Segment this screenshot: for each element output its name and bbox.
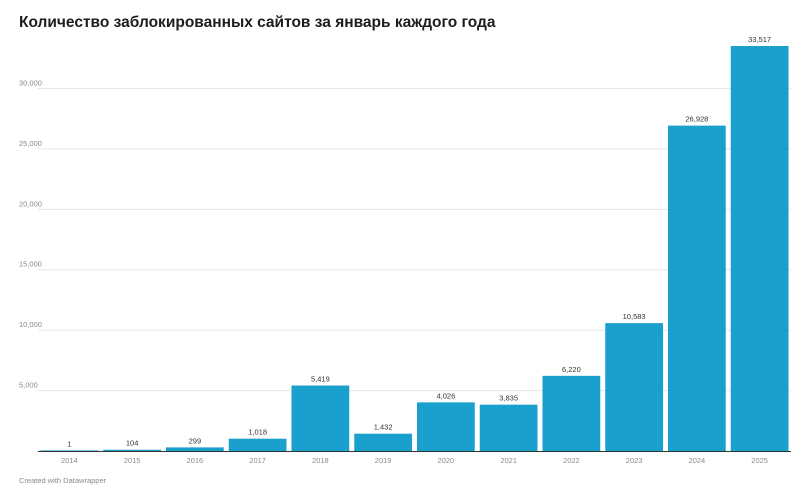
credit-footer: Created with Datawrapper	[19, 476, 107, 485]
bar	[417, 402, 475, 451]
bar	[291, 385, 350, 451]
x-tick-label: 2019	[375, 456, 392, 465]
bar-value-label: 5,419	[311, 375, 330, 384]
bar	[479, 404, 538, 451]
bar	[103, 449, 161, 451]
x-tick-label: 2025	[751, 456, 768, 465]
bar	[730, 46, 789, 451]
x-axis: 2014 2015 2016 2017 2018 2019 2020 2021 2022 2023…	[38, 451, 791, 465]
x-tick-label: 2014	[61, 456, 78, 465]
x-tick-label: 2023	[626, 456, 643, 465]
bar-value-label: 10,583	[623, 312, 646, 321]
x-tick-label: 2020	[438, 456, 455, 465]
bar-value-label: 6,220	[562, 365, 581, 374]
data-labels: 1 104 299 1,018 5,419 1,432 4,026 3,835 6,220 10,…	[67, 35, 771, 448]
bar-value-label: 1,432	[374, 423, 393, 432]
bar	[354, 433, 412, 451]
bar-value-label: 4,026	[436, 391, 455, 400]
gridlines: 5,000 10,000 15,000 20,000 25,000 30,000	[19, 78, 791, 392]
bar	[605, 323, 663, 451]
bar	[542, 375, 601, 451]
bar-value-label: 1	[67, 439, 71, 448]
chart-title: Количество заблокированных сайтов за янв…	[19, 14, 496, 31]
bar-value-label: 1,018	[248, 428, 267, 437]
bar-value-label: 3,835	[499, 394, 518, 403]
bar-value-label: 104	[126, 439, 139, 448]
bar	[40, 450, 99, 451]
bar	[166, 447, 224, 451]
bar-value-label: 26,928	[685, 115, 708, 124]
y-tick-label: 20,000	[19, 199, 42, 208]
x-tick-label: 2017	[249, 456, 266, 465]
bars	[40, 46, 789, 452]
y-tick-label: 30,000	[19, 78, 42, 87]
x-tick-label: 2018	[312, 456, 329, 465]
y-tick-label: 15,000	[19, 260, 42, 269]
x-tick-label: 2016	[187, 456, 204, 465]
bar-value-label: 33,517	[748, 35, 771, 44]
y-tick-label: 25,000	[19, 139, 42, 148]
x-tick-label: 2021	[500, 456, 517, 465]
x-tick-label: 2022	[563, 456, 580, 465]
bar-value-label: 299	[189, 436, 202, 445]
bar	[228, 438, 287, 451]
y-tick-label: 5,000	[19, 381, 38, 390]
y-tick-label: 10,000	[19, 320, 42, 329]
x-tick-label: 2024	[689, 456, 706, 465]
x-tick-label: 2015	[124, 456, 141, 465]
bar	[668, 125, 726, 452]
